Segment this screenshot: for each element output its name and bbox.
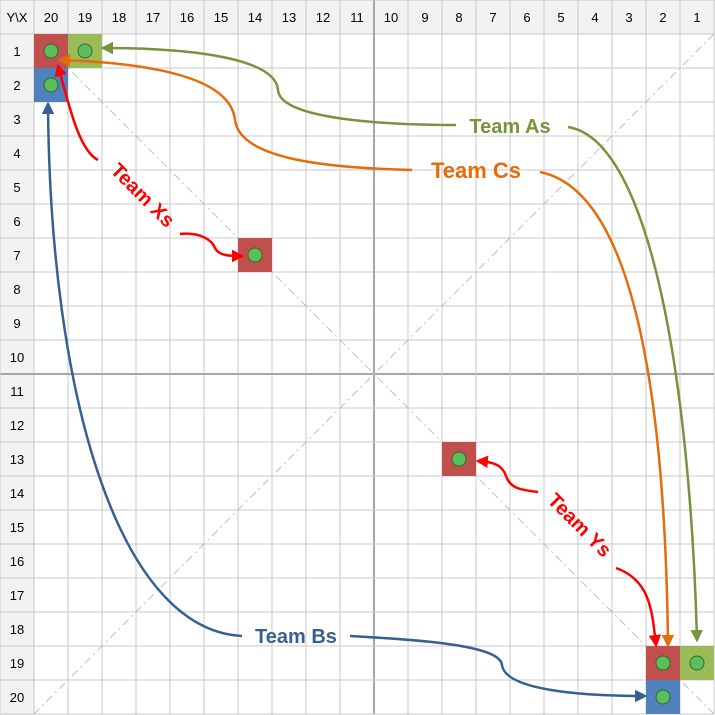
team-b-arrow-to-top	[41, 101, 243, 638]
row-header: 14	[10, 486, 24, 501]
column-header: 9	[421, 10, 428, 25]
column-header: 4	[591, 10, 598, 25]
row-header: 9	[13, 316, 20, 331]
column-header: 6	[523, 10, 530, 25]
team-y-arrow-to-middle	[475, 455, 539, 494]
row-header: 11	[10, 384, 24, 399]
row-header: 8	[13, 282, 20, 297]
row-header: 10	[10, 350, 24, 365]
column-header: 14	[248, 10, 262, 25]
anti-diagonal	[33, 33, 715, 715]
row-header: 5	[13, 180, 20, 195]
column-header: 19	[78, 10, 92, 25]
column-header: 15	[214, 10, 228, 25]
column-header: 16	[180, 10, 194, 25]
column-header: 7	[489, 10, 496, 25]
team-x-arrow-to-top	[54, 63, 99, 162]
column-header: 13	[282, 10, 296, 25]
row-header: 6	[13, 214, 20, 229]
row-header: 16	[10, 554, 24, 569]
team-y-arrow-to-bottom	[615, 566, 662, 648]
team-b-label: Team Bs	[255, 626, 337, 648]
diagonal-guides	[33, 33, 715, 715]
team-a-arrow-to-bottom	[567, 125, 703, 643]
column-header: 1	[693, 10, 700, 25]
row-header: 18	[10, 622, 24, 637]
row-header: 13	[10, 452, 24, 467]
row-header: 15	[10, 520, 24, 535]
column-header: 3	[625, 10, 632, 25]
row-header: 3	[13, 112, 20, 127]
player-dot	[655, 655, 671, 671]
column-header: 2	[659, 10, 666, 25]
row-header: 12	[10, 418, 24, 433]
column-header: 11	[350, 10, 364, 25]
player-dot	[655, 689, 671, 705]
player-dot	[43, 43, 59, 59]
row-header: 19	[10, 656, 24, 671]
column-header: 5	[557, 10, 564, 25]
row-header-bar	[0, 0, 34, 715]
row-header: 4	[13, 146, 20, 161]
team-c-arrow-to-top	[57, 54, 413, 172]
row-header: 17	[10, 588, 24, 603]
row-header: 2	[13, 78, 20, 93]
column-header: 20	[44, 10, 58, 25]
column-header: 8	[455, 10, 462, 25]
row-header: 1	[13, 44, 20, 59]
column-header: 10	[384, 10, 398, 25]
team-a-label: Team As	[469, 116, 550, 138]
team-a-arrow-to-top	[100, 41, 457, 127]
team-b-arrow-to-bottom	[349, 634, 648, 703]
team-y-label: Team Ys	[543, 490, 615, 562]
player-dot	[247, 247, 263, 263]
team-c-label: Team Cs	[431, 158, 521, 183]
column-header: 17	[146, 10, 160, 25]
player-dot	[43, 77, 59, 93]
highlighted-cells	[34, 34, 714, 714]
grid-headers: Y\X 20 19 18 17 16 15 14 13 12 11 10 9 8 7 6 5 4 3 2 112345…	[7, 10, 701, 705]
team-x-arrow-to-middle	[179, 232, 245, 263]
team-c-arrow-to-bottom	[539, 170, 675, 648]
player-dot	[451, 451, 467, 467]
row-header: 7	[13, 248, 20, 263]
column-header-bar	[0, 0, 715, 34]
row-header: 20	[10, 690, 24, 705]
corner-label: Y\X	[7, 10, 28, 25]
player-dot	[689, 655, 705, 671]
column-header: 18	[112, 10, 126, 25]
column-header: 12	[316, 10, 330, 25]
player-dot	[77, 43, 93, 59]
